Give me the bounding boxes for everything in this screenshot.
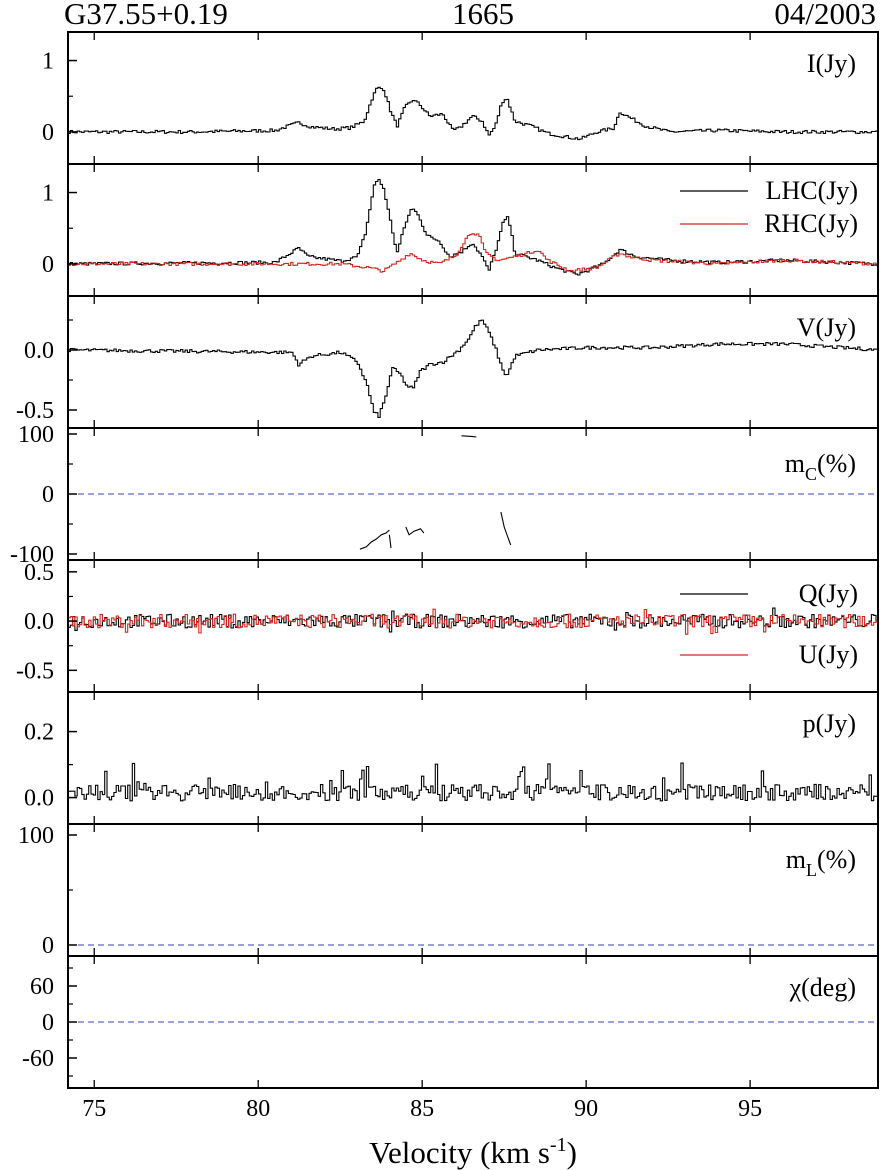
panel-QU: 0.5 0.0 -0.5 Q(Jy) U(Jy): [16, 559, 879, 693]
x-tick-label: 80: [246, 1096, 270, 1122]
y-tick-label: 0.5: [24, 560, 54, 586]
panels: 0 1 I(Jy) 0 1 LHC(Jy) RHC(Jy) 0.0 -0.5 V(Jy) 100 0 -…: [10, 31, 879, 1089]
series-QU-0: [68, 607, 878, 633]
x-axis: 75 80 85 90 95: [82, 1096, 762, 1122]
panel-p: 0.2 0.0 p(Jy): [24, 691, 879, 825]
y-tick-label: 0: [42, 252, 54, 278]
segment-mC-2: [405, 526, 425, 536]
y-tick-label: 0: [42, 1010, 54, 1036]
panel-frame: [67, 295, 879, 429]
y-tick-label: 0: [42, 482, 54, 508]
label-main: m: [785, 449, 805, 478]
series-I-0: [68, 86, 878, 141]
label-sub: C: [805, 464, 817, 484]
y-tick-label: -0.5: [16, 398, 54, 424]
x-axis-title-sup: -1: [550, 1134, 567, 1156]
y-tick-label: 60: [30, 974, 54, 1000]
header-source: G37.55+0.19: [64, 0, 228, 31]
legend-label: Q(Jy): [799, 579, 858, 608]
panel-frame: [67, 163, 879, 297]
series-QU-1: [68, 608, 878, 635]
x-axis-title: Velocity (km s-1): [369, 1134, 577, 1170]
y-tick-label: 100: [18, 422, 54, 448]
panel-frame: [67, 31, 879, 165]
panel-label: V(Jy): [797, 313, 856, 342]
x-axis-title-main: Velocity (km s: [369, 1135, 550, 1170]
panel-mL: 100 0 mL(%): [18, 823, 879, 959]
panel-I: 0 1 I(Jy): [42, 31, 879, 165]
y-tick-label: -60: [22, 1046, 54, 1072]
label-unit: (%): [817, 449, 856, 478]
x-tick-label: 85: [410, 1096, 434, 1122]
segment-mC-0: [359, 529, 390, 550]
x-tick-label: 75: [82, 1096, 106, 1122]
series-LR-1: [68, 233, 878, 273]
panel-label: p(Jy): [803, 709, 856, 738]
segment-mC-1: [388, 534, 392, 549]
header-date: 04/2003: [774, 0, 876, 31]
segment-mC-3: [461, 435, 477, 438]
y-tick-label: 1: [42, 181, 54, 207]
y-tick-label: 0: [42, 933, 54, 959]
panel-frame: [67, 823, 879, 957]
panel-V: 0.0 -0.5 V(Jy): [16, 295, 879, 429]
y-tick-label: 0.0: [24, 338, 54, 364]
panel-chi: 60 0 -60 χ(deg): [22, 955, 879, 1089]
header-frequency: 1665: [452, 0, 514, 31]
panel-label: mC(%): [785, 449, 856, 484]
y-tick-label: 100: [18, 823, 54, 849]
x-axis-title-close: ): [567, 1135, 577, 1170]
label-unit: (%): [817, 845, 856, 874]
y-tick-label: 0.0: [24, 609, 54, 635]
legend-label: LHC(Jy): [766, 176, 858, 205]
panel-label: χ(deg): [789, 973, 856, 1002]
series-V-0: [68, 319, 878, 418]
panel-frame: [67, 691, 879, 825]
label-main: m: [786, 845, 806, 874]
y-tick-label: -100: [10, 542, 54, 568]
y-tick-label: 1: [42, 49, 54, 75]
panel-label: mL(%): [786, 845, 856, 880]
panel-mC: 100 0 -100 mC(%): [10, 422, 879, 568]
y-tick-label: -0.5: [16, 658, 54, 684]
x-tick-label: 90: [574, 1096, 598, 1122]
y-tick-label: 0.0: [24, 786, 54, 812]
label-sub: L: [806, 860, 817, 880]
series-LR-0: [68, 179, 878, 276]
y-tick-label: 0.2: [24, 720, 54, 746]
legend-label: U(Jy): [799, 640, 858, 669]
series-p-0: [68, 762, 878, 802]
panel-LR: 0 1 LHC(Jy) RHC(Jy): [42, 163, 879, 297]
y-tick-label: 0: [42, 120, 54, 146]
panel-label: I(Jy): [807, 49, 856, 78]
segment-mC-4: [500, 511, 512, 546]
x-tick-label: 95: [738, 1096, 762, 1122]
legend-label: RHC(Jy): [764, 209, 858, 238]
